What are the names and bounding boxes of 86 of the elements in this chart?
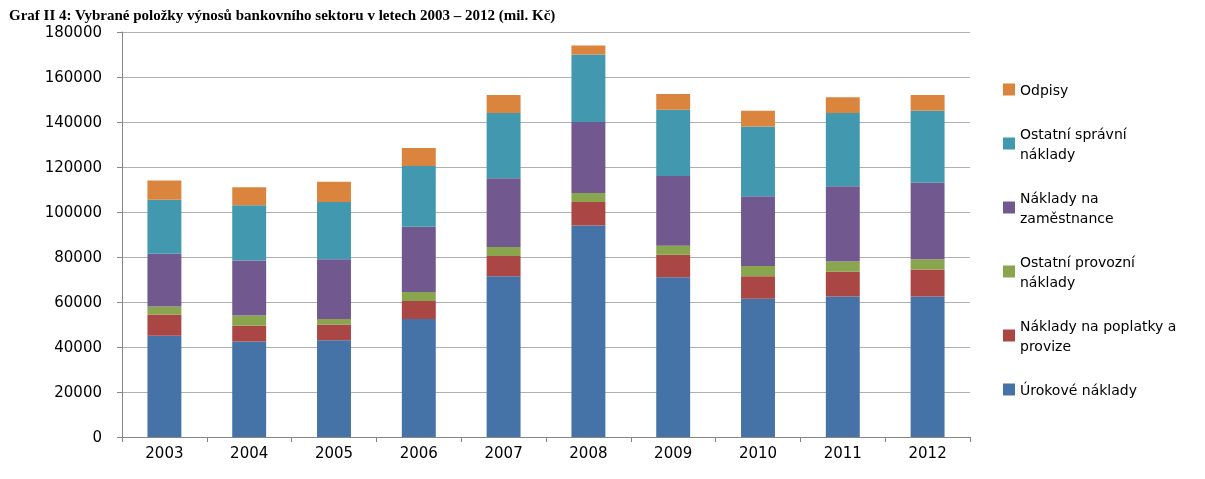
- chart-title: Graf II 4: Vybrané položky výnosů bankovního sektoru v letech 2003 – 2012 (mil. Kč): [9, 6, 556, 24]
- bar: [232, 341, 267, 437]
- bar: [147, 199, 182, 254]
- bar: [741, 266, 775, 277]
- bar: [571, 54, 606, 122]
- bar: [317, 259, 351, 319]
- bar: [571, 192, 606, 202]
- x-tick-label: 2011: [823, 443, 862, 462]
- bar: [825, 113, 860, 187]
- x-tick-label: 2012: [908, 443, 947, 462]
- bar: [486, 255, 521, 277]
- bar: [401, 318, 436, 437]
- bar: [910, 296, 945, 437]
- bar: [656, 277, 691, 437]
- bar: [317, 340, 351, 437]
- bar: [401, 300, 436, 319]
- bar: [741, 110, 775, 127]
- x-tick-label: 2007: [484, 443, 523, 462]
- legend-label: Úrokové náklady: [1020, 380, 1137, 398]
- x-tick-label: 2005: [314, 443, 354, 462]
- bar: [486, 113, 521, 179]
- y-tick-label: 0: [92, 428, 102, 446]
- y-tick-label: 20000: [54, 383, 102, 401]
- bar: [486, 95, 521, 113]
- y-tick-label: 40000: [54, 338, 102, 356]
- bar: [486, 246, 521, 256]
- y-tick-label: 120000: [44, 158, 102, 176]
- y-tick-label: 80000: [54, 248, 102, 266]
- bar: [401, 291, 436, 301]
- bar: [741, 126, 775, 197]
- bar: [910, 110, 945, 183]
- y-tick-label: 140000: [44, 113, 102, 131]
- bar: [232, 260, 267, 316]
- bar: [910, 259, 945, 270]
- bar: [741, 298, 775, 437]
- bar: [486, 178, 521, 247]
- bar: [317, 181, 351, 202]
- y-tick-label: 60000: [54, 293, 102, 311]
- legend-label: Náklady na zaměstnance: [1020, 189, 1114, 226]
- y-tick-label: 180000: [44, 23, 102, 41]
- bar: [825, 271, 860, 297]
- bar: [232, 187, 267, 206]
- bar: [825, 261, 860, 272]
- bar: [656, 245, 691, 255]
- x-tick-label: 2006: [399, 443, 438, 462]
- bar: [571, 201, 606, 226]
- bar: [741, 276, 775, 299]
- bar: [401, 147, 436, 166]
- bar: [825, 97, 860, 113]
- legend-label: Náklady na poplatky a provize: [1020, 317, 1181, 354]
- x-tick-label: 2008: [569, 443, 608, 462]
- bar: [571, 45, 606, 55]
- bar: [656, 109, 691, 176]
- bar: [147, 180, 182, 200]
- legend-label: Ostatní správní náklady: [1020, 125, 1132, 162]
- bar: [147, 253, 182, 307]
- bar: [571, 225, 606, 437]
- x-tick-label: 2004: [230, 443, 269, 462]
- bar: [910, 95, 945, 111]
- x-tick-label: 2009: [654, 443, 693, 462]
- bar: [401, 226, 436, 292]
- y-tick-label: 100000: [44, 203, 102, 221]
- bar: [910, 269, 945, 297]
- bar: [147, 335, 182, 437]
- legend-label: Ostatní provozní náklady: [1020, 253, 1140, 290]
- x-tick-label: 2003: [145, 443, 184, 462]
- bar: [571, 122, 606, 193]
- bar: [741, 196, 775, 266]
- bar: [232, 315, 267, 326]
- bar: [825, 186, 860, 262]
- bar: [317, 318, 351, 325]
- bar: [825, 296, 860, 437]
- bar: [147, 314, 182, 336]
- bar: [317, 324, 351, 341]
- bar: [317, 201, 351, 260]
- bar: [656, 176, 691, 246]
- y-tick-label: 160000: [44, 68, 102, 86]
- x-tick-label: 2010: [738, 443, 778, 462]
- bar: [486, 276, 521, 437]
- bar: [656, 254, 691, 278]
- bar: [232, 205, 267, 261]
- bar: [910, 182, 945, 260]
- bar: [401, 165, 436, 227]
- bar: [232, 325, 267, 342]
- legend-label: Odpisy: [1020, 81, 1069, 98]
- bar: [656, 93, 691, 110]
